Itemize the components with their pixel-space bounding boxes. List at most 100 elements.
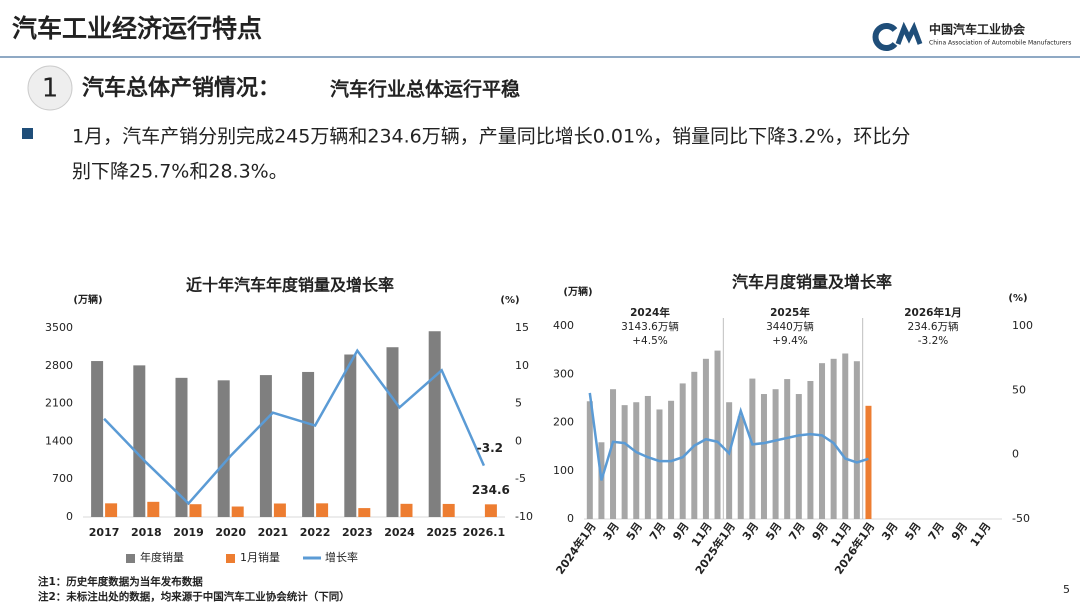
- x-tick-label: 2017: [89, 526, 120, 539]
- bar: [830, 358, 837, 519]
- bar: [484, 504, 497, 517]
- page-number: 5: [1063, 583, 1070, 596]
- y-axis-label: (万辆): [73, 293, 102, 306]
- bar: [784, 379, 791, 519]
- bar: [842, 353, 849, 519]
- y2-tick-label: 0: [515, 434, 522, 447]
- y2-tick-label: 100: [1012, 319, 1033, 332]
- bar: [105, 503, 118, 517]
- bar: [807, 381, 814, 519]
- bar: [679, 383, 686, 519]
- bar: [633, 402, 640, 519]
- bar: [772, 389, 779, 519]
- y2-axis-label: (%): [500, 295, 519, 306]
- section-badge: [27, 65, 73, 111]
- bar: [231, 506, 244, 517]
- bar: [217, 380, 230, 517]
- bar: [147, 501, 160, 517]
- annotation: +9.4%: [772, 335, 807, 347]
- bar: [428, 331, 441, 517]
- y-tick-label: 300: [553, 367, 574, 380]
- bar: [91, 361, 104, 517]
- annotation: 3143.6万辆: [621, 320, 679, 333]
- bar: [656, 409, 663, 519]
- logo-mark: [872, 23, 898, 51]
- y-tick-label: 2800: [45, 359, 73, 372]
- y2-tick-label: 5: [515, 397, 522, 410]
- y-tick-label: 400: [553, 319, 574, 332]
- bar: [189, 504, 202, 517]
- annotation: -3.2%: [918, 335, 948, 347]
- x-tick-label: 2018: [131, 526, 162, 539]
- bullet-text: 别下降25.7%和28.3%。: [72, 161, 288, 183]
- bar: [795, 394, 802, 519]
- annotation: 2025年: [770, 306, 810, 319]
- bullet-text: 1月，汽车产销分别完成245万辆和234.6万辆，产量同比增长0.01%，销量同…: [72, 126, 910, 148]
- bar: [865, 405, 872, 519]
- annotation: 2024年: [630, 306, 670, 319]
- bar: [737, 416, 744, 519]
- logo-english: China Association of Automobile Manufact…: [929, 40, 1071, 47]
- legend-label: 1月销量: [240, 550, 280, 564]
- annotation: +4.5%: [632, 335, 667, 347]
- line: [103, 348, 486, 506]
- logo-name: 中国汽车工业协会: [929, 22, 1026, 37]
- y2-tick-label: -50: [1012, 512, 1030, 525]
- bar: [749, 378, 756, 519]
- bar: [302, 371, 315, 517]
- bar: [760, 394, 767, 519]
- x-tick-label: 2026.1: [463, 526, 505, 539]
- legend-label: 增长率: [325, 550, 358, 564]
- annotation: 3440万辆: [766, 320, 814, 333]
- bar: [442, 503, 455, 517]
- chart-title: 近十年汽车年度销量及增长率: [186, 276, 394, 295]
- y-tick-label: 3500: [45, 321, 73, 334]
- y-tick-label: 2100: [45, 397, 73, 410]
- legend-label: 年度销量: [140, 550, 184, 564]
- y2-axis-label: (%): [1008, 293, 1027, 304]
- section-heading: 汽车总体产销情况：: [82, 75, 280, 101]
- bar: [358, 508, 371, 517]
- x-tick-label: 2020: [215, 526, 246, 539]
- bar: [344, 354, 357, 517]
- section-number: 1: [42, 74, 59, 104]
- bar: [259, 375, 272, 517]
- page-title: 汽车工业经济运行特点: [12, 14, 262, 43]
- y2-tick-label: -10: [515, 510, 533, 523]
- bar: [273, 503, 286, 517]
- bar: [726, 402, 733, 519]
- bar: [819, 363, 826, 519]
- section-subheading: 汽车行业总体运行平稳: [330, 78, 520, 101]
- annotation: 234.6万辆: [907, 320, 958, 333]
- bar: [316, 503, 329, 517]
- y-tick-label: 700: [52, 472, 73, 485]
- bar: [610, 389, 617, 519]
- y-tick-label: 200: [553, 416, 574, 429]
- bar: [386, 347, 399, 517]
- bar: [400, 503, 413, 517]
- y-tick-label: 100: [553, 464, 574, 477]
- bar: [714, 350, 721, 519]
- legend-swatch: [226, 554, 235, 563]
- logo: 中国汽车工业协会 China Association of Automobile…: [872, 21, 1071, 51]
- line: [588, 392, 869, 481]
- bar: [175, 377, 188, 517]
- x-tick-label: 2019: [173, 526, 204, 539]
- y-tick-label: 0: [66, 510, 73, 523]
- data-label: -3.2: [477, 441, 503, 455]
- bar: [621, 405, 628, 519]
- bar: [853, 361, 860, 519]
- note: 注2：未标注出处的数据，均来源于中国汽车工业协会统计（下同）: [38, 590, 350, 603]
- bar: [586, 401, 593, 519]
- y2-tick-label: 0: [1012, 448, 1019, 461]
- y2-tick-label: 15: [515, 321, 529, 334]
- logo-mark: [895, 21, 923, 45]
- x-tick-label: 2022: [300, 526, 331, 539]
- note: 注1：历史年度数据为当年发布数据: [38, 575, 203, 588]
- x-tick-label: 2021: [258, 526, 289, 539]
- chart-title: 汽车月度销量及增长率: [732, 273, 892, 292]
- annotation: 2026年1月: [904, 306, 962, 319]
- y-tick-label: 1400: [45, 434, 73, 447]
- y2-tick-label: 10: [515, 359, 529, 372]
